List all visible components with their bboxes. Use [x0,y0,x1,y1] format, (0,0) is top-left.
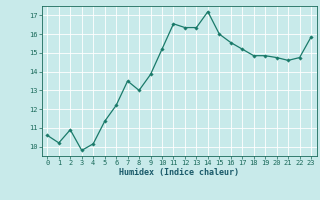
X-axis label: Humidex (Indice chaleur): Humidex (Indice chaleur) [119,168,239,177]
